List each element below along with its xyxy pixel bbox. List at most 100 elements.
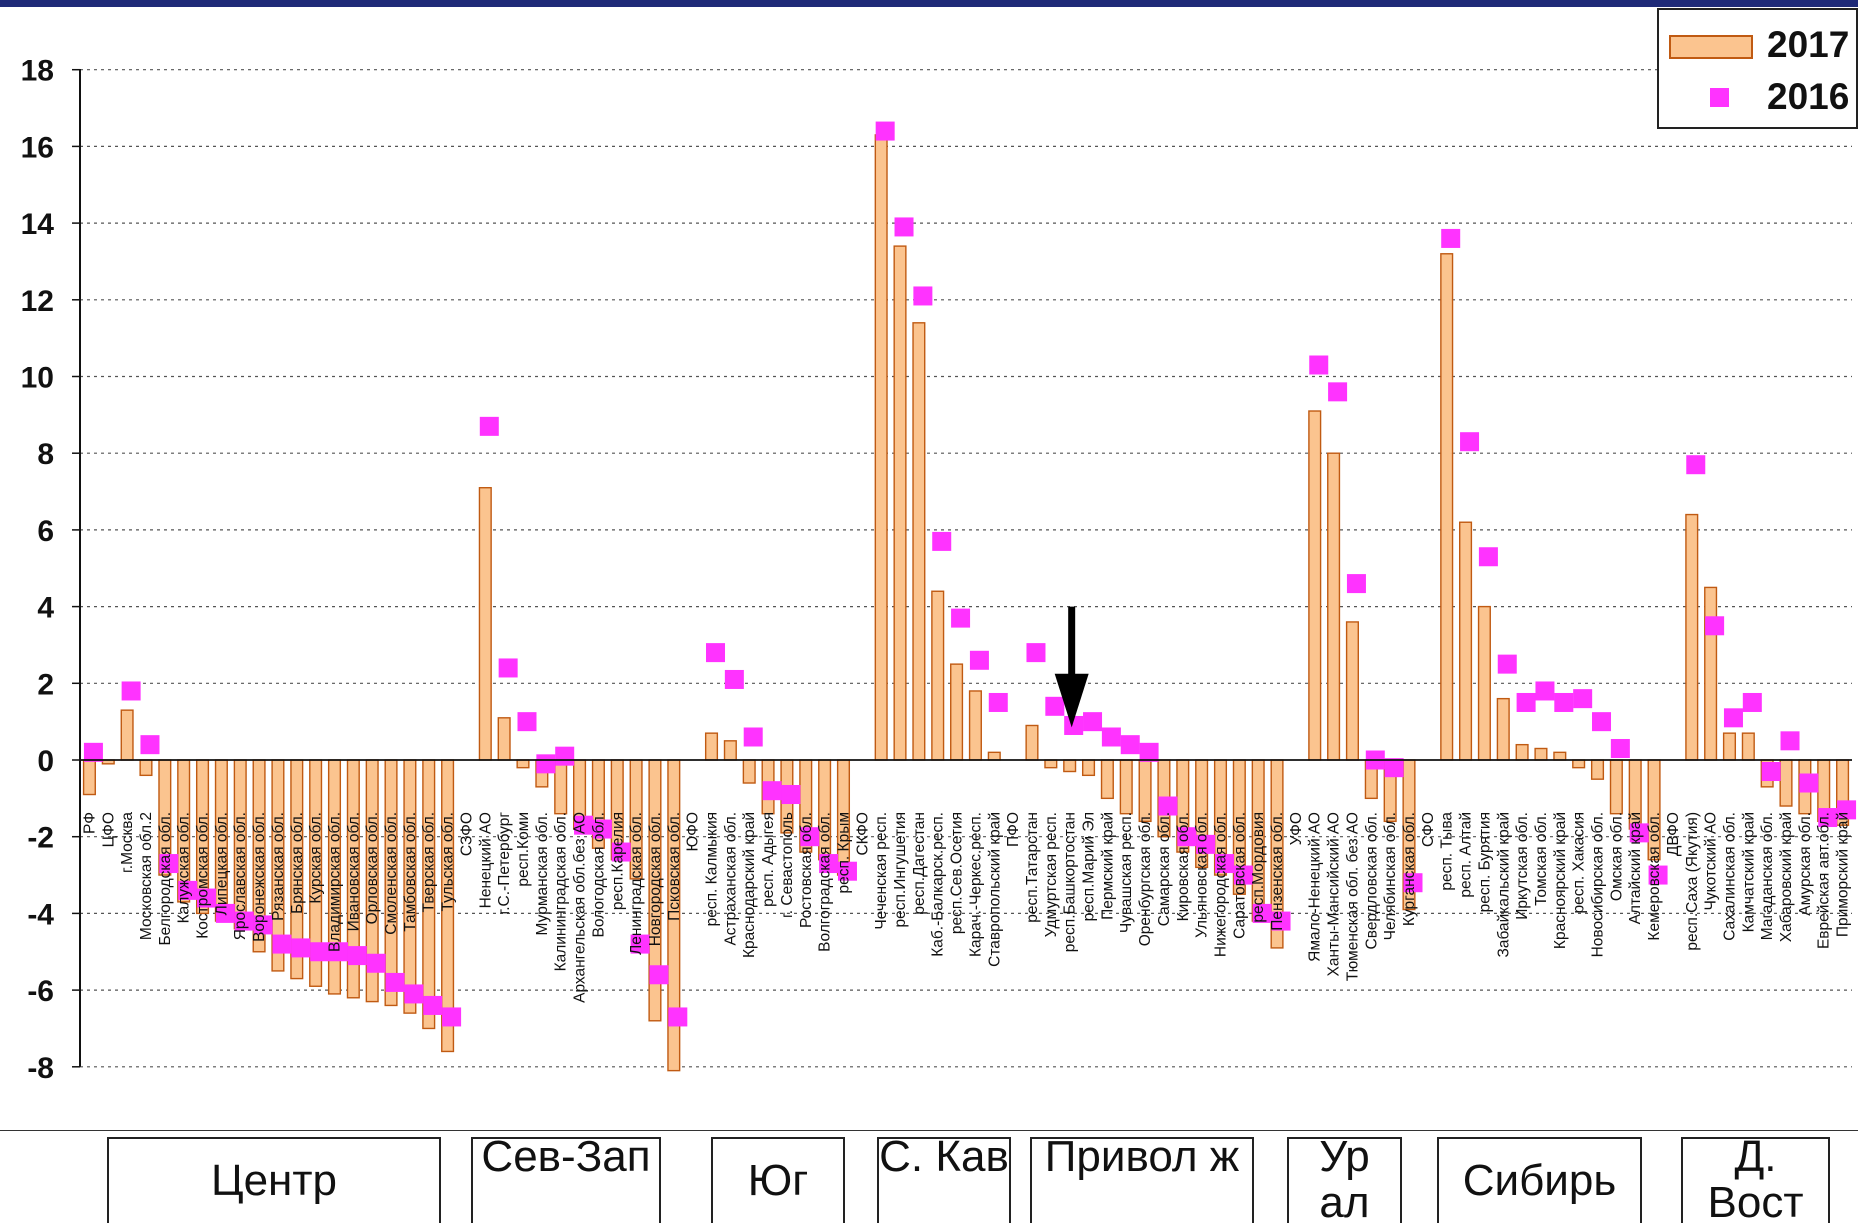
category-label: Кемеровская обл. [1646, 812, 1663, 941]
category-label: Забайкальский край [1495, 812, 1512, 957]
category-label: Саратовская обл. [1231, 812, 1248, 939]
category-label: респ.Сев.Осетия [949, 812, 966, 934]
data-point [724, 669, 744, 689]
y-tick-label: 16 [21, 131, 54, 164]
bar-series-2017 [82, 134, 1850, 1072]
data-point [404, 984, 424, 1004]
data-point [1610, 738, 1630, 758]
bar [1327, 452, 1341, 761]
data-point [1177, 827, 1197, 847]
category-label: респ. Калмыкия [704, 812, 721, 926]
category-label: Ненецкий АО [477, 812, 494, 908]
y-tick-label: -2 [27, 822, 54, 855]
category-label: Еврейская авт.обл. [1816, 812, 1833, 949]
y-tick-label: 14 [21, 208, 55, 241]
data-point [1064, 715, 1084, 735]
district-box-siberia: Сибирь [1437, 1137, 1642, 1223]
data-point [592, 819, 612, 839]
category-label: Липецкая обл. [213, 812, 230, 915]
category-label: Новгородская обл. [647, 812, 664, 946]
category-label: респ.Мордовия [1250, 812, 1267, 923]
data-point [1441, 228, 1461, 248]
district-box-volga: Привол ж [1030, 1137, 1254, 1223]
y-tick-label: 10 [21, 362, 54, 395]
category-label: Рязанская обл. [270, 812, 287, 921]
bar [1553, 751, 1567, 761]
category-label: Ярославская обл. [232, 812, 249, 940]
data-point [574, 815, 594, 835]
district-label: С. Кав [879, 1137, 1009, 1181]
district-box-ural: Ур ал [1287, 1137, 1402, 1223]
data-point [1516, 692, 1536, 712]
category-label: г. Севастополь [779, 812, 796, 918]
data-point [1761, 762, 1781, 782]
bar [1590, 759, 1605, 780]
category-label: Хабаровский край [1778, 812, 1795, 942]
data-point [1629, 823, 1649, 843]
legend-point-swatch [1710, 88, 1729, 107]
top-title-strip [0, 0, 1858, 7]
y-tick-label: 18 [21, 55, 54, 88]
category-label: Калужская обл. [176, 812, 193, 923]
category-label: Тверская обл. [421, 812, 438, 912]
data-point [1648, 865, 1668, 885]
data-point [121, 681, 141, 701]
data-point [1328, 382, 1348, 402]
bar [704, 732, 719, 761]
bar [1722, 732, 1737, 761]
bar [742, 759, 756, 784]
bar [478, 487, 492, 761]
data-point [479, 416, 499, 436]
category-label: респ.Саха (Якутия) [1684, 812, 1701, 951]
district-box-south: Юг [711, 1137, 845, 1223]
category-label: Псковская обл. [666, 812, 683, 921]
data-point [423, 995, 443, 1015]
data-point [1384, 758, 1404, 778]
bar [1459, 521, 1473, 761]
category-label: Ростовская обл. [798, 812, 815, 928]
data-point [272, 934, 292, 954]
category-label: Нижегородская обл. [1212, 812, 1229, 957]
data-point [555, 746, 575, 766]
legend-item-2017: 2017 [1669, 22, 1854, 68]
category-label: респ.Татарстан [1024, 812, 1041, 923]
y-tick-label: 0 [37, 745, 54, 778]
data-point [1818, 808, 1838, 828]
category-label: Мурманская обл. [534, 812, 551, 935]
data-point [1403, 873, 1423, 893]
district-box-north-caucasus: С. Кав [877, 1137, 1011, 1223]
data-point [781, 785, 801, 805]
bar [1685, 513, 1699, 761]
data-point [347, 946, 367, 966]
data-point [1799, 773, 1819, 793]
data-point [630, 934, 650, 954]
data-point [1252, 903, 1272, 923]
bar [82, 759, 96, 796]
point-series-2016 [83, 121, 1857, 1027]
bar [1496, 697, 1510, 761]
district-label: Центр [211, 1156, 337, 1205]
bar [497, 717, 511, 761]
bar [874, 134, 888, 761]
district-row: Центр Сев-Зап Юг С. Кав Привол ж Ур ал С… [0, 1130, 1858, 1223]
category-label: Каб.-Балкарск.респ. [930, 812, 947, 957]
bar [1704, 586, 1718, 761]
data-point [1214, 854, 1234, 874]
category-label: Пензенская обл. [1269, 812, 1286, 931]
category-label: Воронежская обл. [251, 812, 268, 942]
category-label: Калининградская обл. [553, 812, 570, 971]
category-labels: РФ ЦФО г.Москва Московская обл.2 Белгородска… [81, 812, 1851, 1003]
district-box-northwest: Сев-Зап [471, 1137, 661, 1223]
data-point [1573, 689, 1593, 709]
bar [554, 759, 568, 815]
bar [1081, 759, 1096, 777]
category-label: Белгородская обл. [157, 812, 174, 946]
data-point [1139, 742, 1159, 762]
category-label: Карач.-Черкес.респ. [967, 812, 984, 957]
data-point [894, 217, 914, 237]
data-point [649, 965, 669, 985]
data-point [1271, 911, 1291, 931]
data-point [800, 827, 820, 847]
category-label: респ. Крым [835, 812, 852, 893]
category-label: Чеченская респ. [873, 812, 890, 930]
